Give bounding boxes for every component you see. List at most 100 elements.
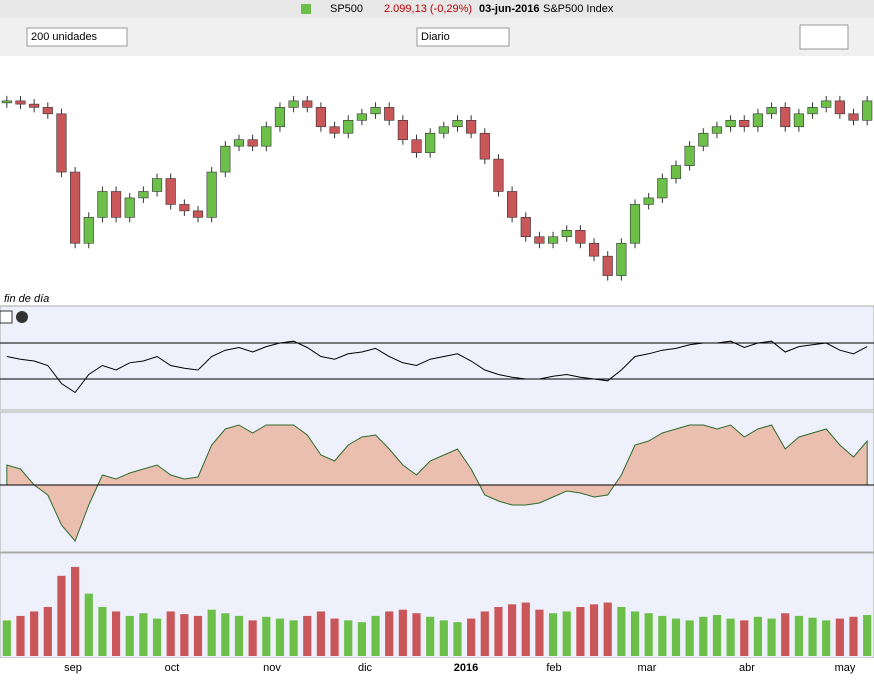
candle	[588, 242, 600, 257]
volume-bar	[808, 617, 817, 656]
candle	[821, 100, 832, 108]
candle	[834, 100, 845, 115]
date: 03-jun-2016	[479, 3, 540, 15]
oscillator-area	[6, 424, 868, 542]
volume-bar	[480, 611, 489, 656]
candle	[315, 107, 327, 128]
candle	[425, 132, 436, 153]
candle	[165, 178, 176, 205]
candle	[356, 113, 367, 121]
volume-bar	[275, 618, 285, 656]
candle	[83, 217, 94, 244]
volume-bar	[207, 609, 216, 656]
window-button[interactable]	[0, 310, 13, 324]
period-label: 200 unidades	[31, 31, 98, 43]
volume-bar	[234, 615, 244, 656]
volume-bar	[385, 611, 394, 656]
candle	[698, 132, 709, 147]
interval-dropdown[interactable]	[416, 27, 510, 47]
candle	[124, 197, 135, 218]
volume-bar	[453, 622, 462, 656]
candle	[110, 191, 122, 218]
candle	[288, 100, 299, 108]
candle	[616, 242, 627, 276]
interval-label: Diario	[421, 31, 450, 43]
candle	[807, 107, 818, 115]
volume-bar	[43, 607, 52, 656]
candle	[192, 210, 204, 218]
period-dropdown[interactable]	[26, 27, 128, 47]
candle	[179, 204, 190, 212]
candle	[739, 119, 750, 128]
candle	[151, 178, 163, 192]
candle	[56, 113, 67, 173]
volume-bar	[603, 602, 612, 656]
volume-bar	[111, 611, 121, 656]
volume-bar	[71, 566, 80, 656]
candle	[507, 191, 518, 218]
candle	[302, 100, 313, 108]
candle	[793, 113, 804, 128]
candle	[220, 145, 231, 173]
x-axis	[0, 658, 874, 688]
volume-bar	[548, 613, 558, 656]
volume-bar	[849, 616, 858, 656]
candle	[138, 191, 149, 199]
volume-bar	[344, 620, 353, 656]
candle	[343, 119, 354, 134]
volume-bar	[617, 607, 626, 656]
volume-bar	[221, 613, 230, 656]
candle	[97, 191, 108, 218]
volume-bar	[439, 620, 448, 656]
candle	[493, 158, 504, 192]
instrument-name: S&P500 Index	[543, 3, 614, 15]
volume-bar	[576, 607, 585, 656]
volume-bar	[180, 614, 189, 656]
candle	[233, 139, 245, 147]
candle	[370, 107, 381, 115]
candle	[602, 255, 613, 276]
volume-bar	[589, 604, 599, 656]
candle	[561, 229, 572, 238]
volume-bar	[863, 615, 872, 656]
volume-bar	[671, 618, 681, 656]
volume-bar	[248, 620, 257, 656]
close-button[interactable]	[16, 311, 28, 323]
volume-bar	[125, 615, 134, 656]
volume-bar	[98, 607, 107, 656]
volume-bar	[426, 616, 435, 656]
volume-bar	[316, 611, 326, 656]
candle	[70, 171, 81, 244]
candle	[29, 103, 40, 108]
candle	[206, 171, 217, 218]
volume-bar	[193, 615, 203, 656]
volume-bar	[57, 575, 66, 656]
volume-bar	[535, 609, 544, 656]
volume-bar	[508, 604, 517, 656]
volume-bar	[822, 620, 831, 656]
volume-bar	[84, 593, 93, 656]
volume-bar	[330, 618, 339, 656]
volume-bar	[398, 609, 407, 656]
x-label: may	[835, 662, 856, 674]
volume-bar	[467, 618, 476, 656]
volume-bar	[371, 615, 380, 656]
volume-bar	[30, 611, 39, 656]
candle	[452, 119, 463, 128]
x-label: oct	[165, 662, 180, 674]
candle	[411, 139, 422, 153]
chart-type-button[interactable]	[799, 24, 849, 50]
candle	[629, 204, 641, 244]
candle	[547, 236, 559, 244]
volume-bar	[562, 611, 571, 656]
volume-bar	[16, 615, 25, 656]
x-label: mar	[638, 662, 657, 674]
volume-bar	[712, 615, 722, 656]
candle	[274, 107, 286, 128]
volume-bar	[767, 618, 776, 656]
volume-bar	[521, 602, 530, 656]
candle	[752, 113, 764, 128]
symbol: SP500	[330, 3, 363, 15]
volume-bar	[412, 613, 421, 656]
